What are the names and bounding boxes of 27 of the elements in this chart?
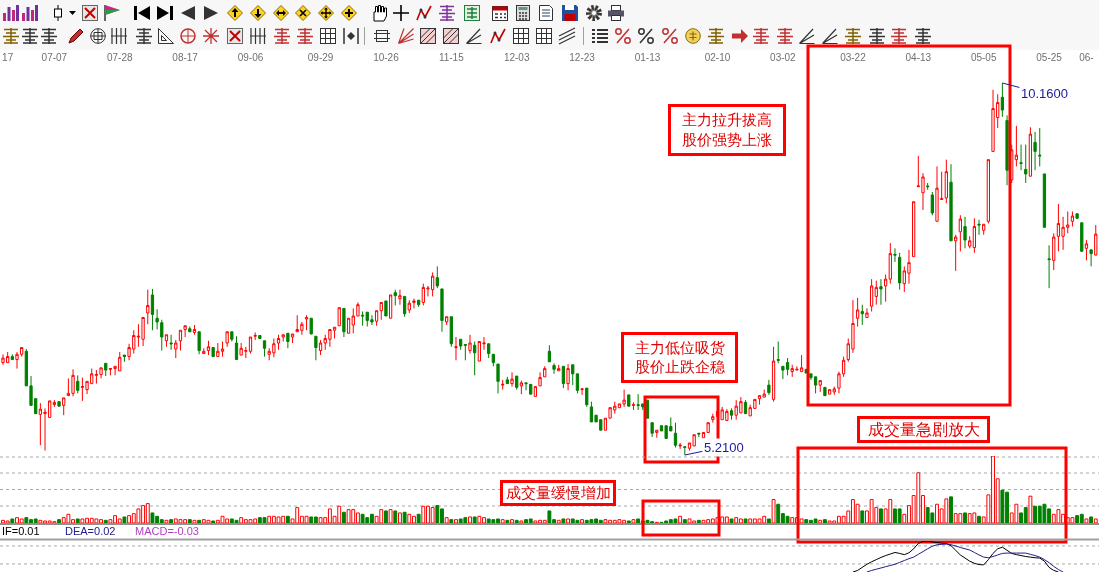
x-tick-label: 07-28: [106, 52, 133, 63]
x-tick-label: 06-: [1079, 52, 1094, 63]
text: DEA=0.02: [65, 525, 116, 537]
x-tick-label: 12-23: [569, 52, 596, 63]
x-tick-label: 08-17: [172, 52, 199, 63]
x-tick-label: 07-07: [41, 52, 68, 63]
annotation: 主力拉升拔高股价强势上涨: [682, 111, 772, 149]
x-tick-label: 09-06: [237, 52, 264, 63]
x-tick-label: 12-03: [503, 52, 530, 63]
x-tick-label: 01-13: [634, 52, 661, 63]
x-tick-label: 11-15: [438, 52, 465, 63]
x-tick-label: 09-29: [307, 52, 334, 63]
text: IF=0.01: [2, 525, 40, 537]
annotation: 成交量缓慢增加: [505, 484, 611, 502]
annotation: 成交量急剧放大: [867, 420, 980, 439]
x-tick-label: 02-10: [704, 52, 731, 63]
x-tick-label: 05-05: [970, 52, 997, 63]
x-tick-label: 04-13: [905, 52, 932, 63]
annotation: 10.1600: [1021, 86, 1068, 101]
x-tick-label: 05-25: [1036, 52, 1063, 63]
text: MACD=-0.03: [135, 525, 199, 537]
annotation: 主力低位吸货股价止跌企稳: [634, 338, 725, 377]
annotation: 5.2100: [704, 440, 744, 455]
x-tick-label: 03-02: [770, 52, 797, 63]
x-tick-label: 03-22: [840, 52, 867, 63]
x-tick-label: 10-26: [373, 52, 400, 63]
x-tick-label: 17: [2, 52, 14, 63]
